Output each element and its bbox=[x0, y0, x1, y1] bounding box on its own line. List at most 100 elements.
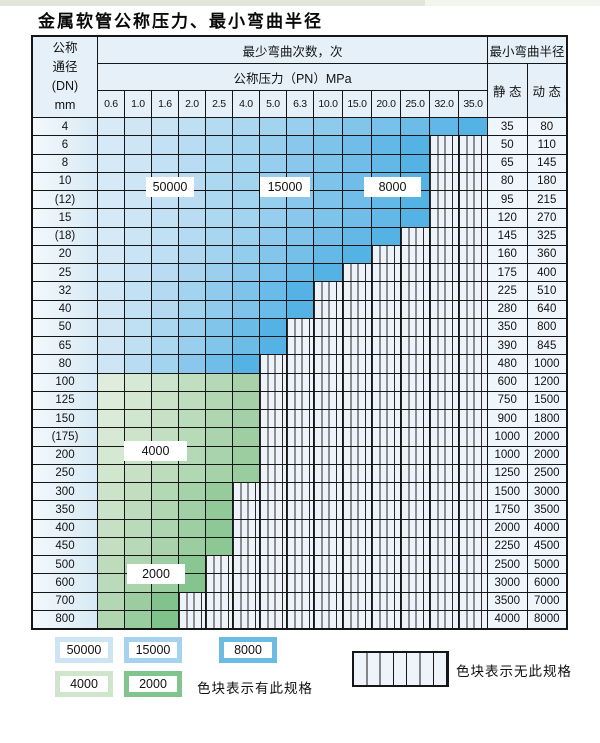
no-spec-cell bbox=[343, 464, 371, 482]
dynamic-value: 2000 bbox=[527, 446, 566, 464]
no-spec-cell bbox=[401, 300, 429, 318]
spec-cell bbox=[206, 209, 232, 227]
no-spec-cell bbox=[314, 464, 342, 482]
no-spec-cell bbox=[459, 391, 487, 409]
spec-cell bbox=[314, 227, 342, 245]
cycle-count-label: 8000 bbox=[364, 177, 421, 197]
spec-cell bbox=[372, 154, 400, 172]
no-spec-cell bbox=[401, 501, 429, 519]
dn-cell: (175) bbox=[33, 428, 97, 446]
no-spec-cell bbox=[372, 373, 400, 391]
static-value: 1500 bbox=[488, 483, 527, 501]
spec-cell bbox=[206, 519, 232, 537]
no-spec-cell bbox=[459, 245, 487, 263]
pressure-value: 35.0 bbox=[459, 91, 487, 117]
spec-cell bbox=[98, 501, 124, 519]
static-value: 1000 bbox=[488, 446, 527, 464]
spec-cell bbox=[260, 118, 286, 136]
no-spec-cell bbox=[459, 519, 487, 537]
no-spec-cell bbox=[372, 355, 400, 373]
spec-cell bbox=[152, 300, 178, 318]
no-spec-cell bbox=[233, 574, 259, 592]
no-spec-cell bbox=[430, 300, 458, 318]
static-value: 2250 bbox=[488, 537, 527, 555]
static-value: 1000 bbox=[488, 428, 527, 446]
cycle-count-label: 4000 bbox=[124, 441, 187, 461]
dynamic-value: 3000 bbox=[527, 483, 566, 501]
no-spec-cell bbox=[459, 355, 487, 373]
no-spec-cell bbox=[430, 391, 458, 409]
spec-cell bbox=[179, 282, 205, 300]
spec-cell bbox=[179, 227, 205, 245]
no-spec-cell bbox=[372, 464, 400, 482]
legend-swatch-label: 4000 bbox=[60, 676, 108, 692]
no-spec-cell bbox=[314, 428, 342, 446]
spec-cell bbox=[233, 428, 259, 446]
no-spec-cell bbox=[372, 282, 400, 300]
spec-cell bbox=[372, 136, 400, 154]
no-spec-cell bbox=[430, 410, 458, 428]
spec-cell bbox=[125, 282, 151, 300]
no-spec-cell bbox=[372, 483, 400, 501]
no-spec-cell bbox=[401, 264, 429, 282]
dn-cell: 500 bbox=[33, 556, 97, 574]
dn-cell: 250 bbox=[33, 464, 97, 482]
spec-cell bbox=[98, 556, 124, 574]
spec-cell bbox=[260, 264, 286, 282]
no-spec-cell bbox=[459, 483, 487, 501]
spec-cell bbox=[98, 136, 124, 154]
table-wrap: 公称 通径 (DN) mm 最少弯曲次数，次 最小弯曲半径 公称压力（PN）MPa 静 态动 … bbox=[31, 35, 568, 630]
no-spec-cell bbox=[260, 355, 286, 373]
no-spec-cell bbox=[372, 501, 400, 519]
spec-cell bbox=[152, 245, 178, 263]
pressure-header: 公称压力（PN）MPa bbox=[98, 64, 487, 90]
no-spec-cell bbox=[459, 318, 487, 336]
spec-cell bbox=[206, 428, 232, 446]
spec-cell bbox=[179, 300, 205, 318]
no-spec-cell bbox=[343, 428, 371, 446]
no-spec-cell bbox=[459, 446, 487, 464]
spec-cell bbox=[260, 300, 286, 318]
spec-cell bbox=[179, 574, 205, 592]
no-spec-cell bbox=[287, 501, 313, 519]
no-spec-cell bbox=[314, 446, 342, 464]
spec-cell bbox=[233, 245, 259, 263]
no-spec-cell bbox=[430, 282, 458, 300]
spec-cell bbox=[430, 118, 458, 136]
legend-swatch: 8000 bbox=[219, 637, 277, 663]
spec-cell bbox=[314, 136, 342, 154]
spec-cell bbox=[152, 483, 178, 501]
pressure-value: 25.0 bbox=[401, 91, 429, 117]
spec-cell bbox=[233, 337, 259, 355]
spec-cell bbox=[98, 483, 124, 501]
no-spec-cell bbox=[430, 337, 458, 355]
dn-cell: 100 bbox=[33, 373, 97, 391]
legend-present-note: 色块表示有此规格 bbox=[197, 681, 313, 696]
no-spec-cell bbox=[401, 391, 429, 409]
dynamic-value: 5000 bbox=[527, 556, 566, 574]
spec-cell bbox=[152, 355, 178, 373]
spec-cell bbox=[152, 282, 178, 300]
static-value: 3500 bbox=[488, 592, 527, 610]
legend-swatch-label: 50000 bbox=[60, 642, 108, 658]
no-spec-cell bbox=[343, 483, 371, 501]
spec-cell bbox=[206, 245, 232, 263]
spec-cell bbox=[372, 209, 400, 227]
dn-cell: 40 bbox=[33, 300, 97, 318]
dn-cell: 10 bbox=[33, 172, 97, 190]
spec-cell bbox=[125, 191, 151, 209]
no-spec-cell bbox=[430, 574, 458, 592]
no-spec-cell bbox=[459, 337, 487, 355]
spec-cell bbox=[98, 519, 124, 537]
spec-cell bbox=[98, 610, 124, 628]
no-spec-cell bbox=[314, 282, 342, 300]
dn-cell: 300 bbox=[33, 483, 97, 501]
no-spec-cell bbox=[260, 446, 286, 464]
spec-cell bbox=[287, 154, 313, 172]
no-spec-cell bbox=[430, 501, 458, 519]
spec-cell bbox=[401, 118, 429, 136]
spec-cell bbox=[152, 318, 178, 336]
pressure-value: 0.6 bbox=[98, 91, 124, 117]
spec-cell bbox=[125, 154, 151, 172]
no-spec-cell bbox=[372, 519, 400, 537]
